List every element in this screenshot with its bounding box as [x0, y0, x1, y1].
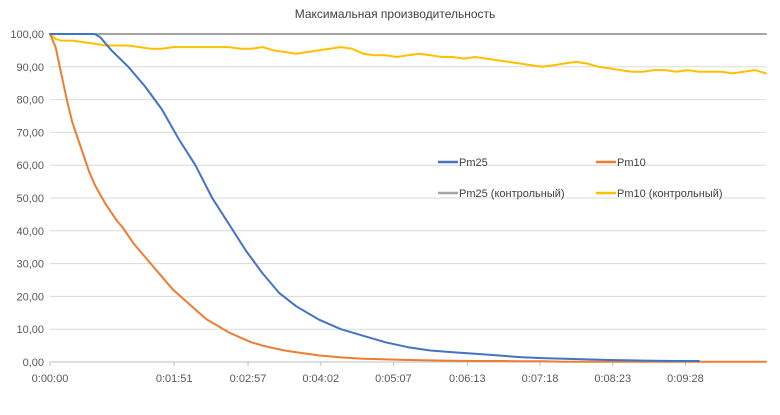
y-tick-label: 40,00 — [16, 226, 44, 238]
x-tick-label: 0:01:51 — [156, 373, 193, 385]
y-tick-label: 30,00 — [16, 259, 44, 271]
x-tick-label: 0:07:18 — [522, 373, 559, 385]
series-lines — [49, 33, 767, 363]
x-tick-label: 0:06:13 — [449, 373, 486, 385]
x-tick-label: 0:09:28 — [667, 373, 704, 385]
legend-label: Pm25 — [459, 157, 488, 169]
chart-title: Максимальная производительность — [295, 7, 496, 21]
y-tick-label: 90,00 — [16, 62, 44, 74]
x-tick-label: 0:00:00 — [32, 373, 69, 385]
series-line-0 — [49, 33, 700, 362]
series-line-1 — [49, 33, 767, 363]
y-tick-label: 60,00 — [16, 160, 44, 172]
y-tick-label: 50,00 — [16, 193, 44, 205]
series-line-3 — [49, 33, 767, 75]
x-tick-label: 0:08:23 — [594, 373, 631, 385]
legend-label: Pm25 (контрольный) — [459, 188, 565, 200]
x-tick-label: 0:04:02 — [302, 373, 339, 385]
y-tick-label: 0,00 — [23, 357, 44, 369]
x-tick-label: 0:02:57 — [230, 373, 267, 385]
y-tick-label: 100,00 — [10, 29, 44, 41]
legend-label: Pm10 — [617, 157, 646, 169]
y-tick-label: 20,00 — [16, 291, 44, 303]
legend-label: Pm10 (контрольный) — [617, 188, 723, 200]
y-tick-label: 80,00 — [16, 95, 44, 107]
y-tick-label: 70,00 — [16, 127, 44, 139]
legend: Pm25 Pm10 Pm25 (контрольный) Pm10 (контроль… — [438, 157, 723, 200]
x-tick-label: 0:05:07 — [375, 373, 412, 385]
y-tick-label: 10,00 — [16, 324, 44, 336]
axes: 0,00 10,00 20,00 30,00 40,00 50,00 60,00 70,00 8… — [10, 29, 703, 385]
